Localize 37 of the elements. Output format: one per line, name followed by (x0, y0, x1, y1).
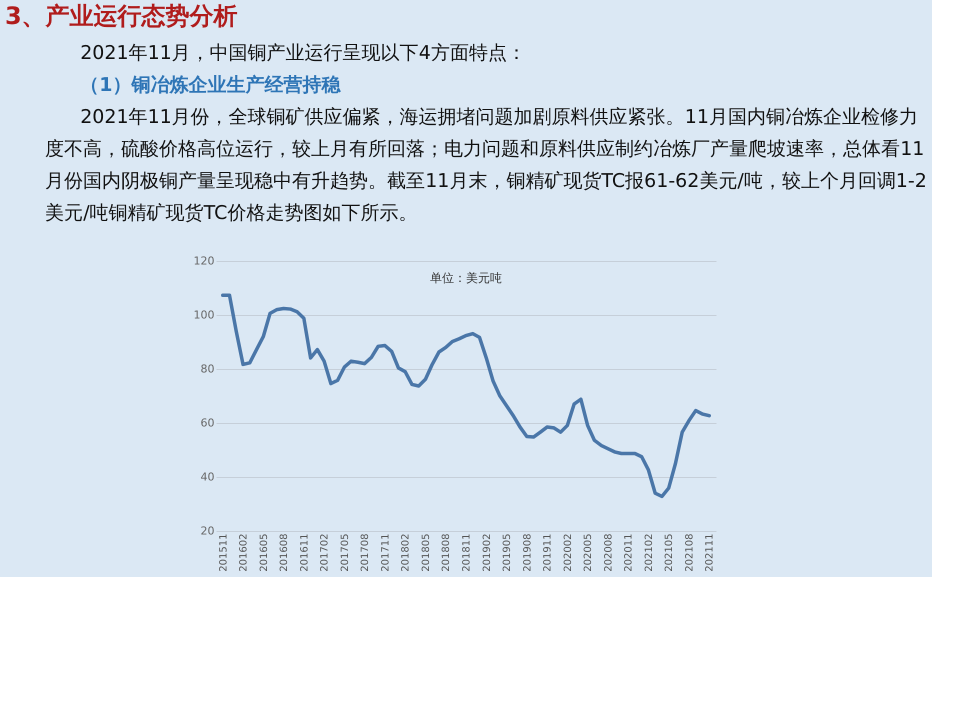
x-tick-label: 202102 (644, 534, 655, 572)
x-tick-label: 202011 (624, 534, 635, 572)
x-tick-label: 201511 (218, 534, 230, 572)
x-tick-label: 202005 (583, 534, 594, 572)
text: （1）铜冶炼企业生产经营持稳 (80, 74, 342, 96)
x-tick-label: 202008 (603, 534, 614, 572)
text: 2021年11月，中国铜产业运行呈现以下4方面特点： (80, 42, 526, 64)
y-tick-label: 80 (200, 362, 214, 376)
x-tick-label: 201805 (420, 534, 432, 572)
x-tick-label: 201711 (380, 534, 392, 572)
x-tick-label: 201811 (462, 534, 472, 572)
x-tick-label: 201702 (320, 534, 331, 572)
x-tick-label: 201605 (258, 534, 270, 572)
x-tick-label: 201611 (299, 534, 310, 572)
x-tick-label: 201705 (340, 534, 351, 572)
y-tick-label: 40 (200, 470, 214, 484)
y-tick-label: 100 (194, 308, 214, 322)
x-tick-label: 202105 (664, 534, 676, 572)
x-tick-label: 201902 (482, 534, 493, 572)
chart-title: 3、产业运行态势分析 (5, 2, 238, 30)
text: 2021年11月份，全球铜矿供应偏紧，海运拥堵问题加剧原料供应紧张。11月国内铜冶炼企业检修力度不高，硫酸价格高位运行，较上月有所回落；电力问题和原料供应制约冶炼厂产量爬坡速率，总体看11月份国内阴极铜产量呈现稳中有升趋势。截至11月末，铜精矿现货TC报61-62美元/吨，较上个月回调1-2美元/吨铜精矿现货TC价格走势图如下所示。 (45, 106, 927, 224)
x-tick-label: 201802 (400, 534, 412, 572)
x-tick-label: 201602 (238, 534, 250, 572)
x-tick-label: 201911 (542, 534, 554, 572)
text: 单位：美元吨 (430, 271, 502, 285)
x-tick-label: 202111 (704, 534, 716, 572)
line-series (221, 294, 711, 498)
x-tick-label: 202002 (562, 534, 574, 572)
x-tick-label: 201608 (279, 534, 290, 572)
y-tick-label: 120 (194, 254, 214, 268)
x-tick-label: 201908 (522, 534, 534, 572)
x-tick-label: 201808 (441, 534, 452, 572)
x-tick-label: 201708 (360, 534, 372, 572)
x-tick-label: 201905 (502, 534, 514, 572)
y-tick-label: 60 (200, 416, 214, 430)
x-tick-label: 202108 (684, 534, 696, 572)
y-tick-label: 20 (200, 524, 214, 538)
